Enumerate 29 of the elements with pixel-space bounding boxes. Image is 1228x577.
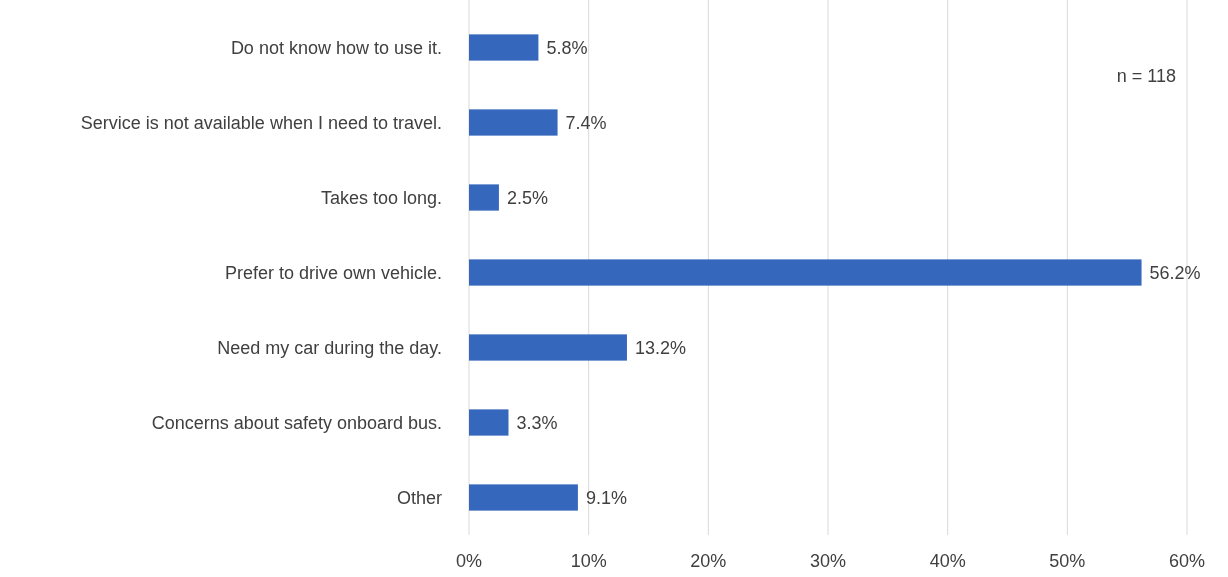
y-tick-label: Prefer to drive own vehicle.	[224, 262, 442, 283]
annotation: n = 118	[1116, 66, 1176, 86]
y-tick-label: Takes too long.	[320, 187, 442, 208]
data-label: 56.2%	[1149, 262, 1201, 283]
y-tick-label: Concerns about safety onboard bus.	[151, 412, 442, 433]
y-tick-label: Service is not available when I need to travel.	[80, 112, 442, 133]
bar	[469, 109, 558, 136]
y-tick-label: Do not know how to use it.	[230, 37, 442, 58]
bar	[469, 334, 627, 361]
x-tick-label: 30%	[809, 551, 847, 571]
bar	[469, 484, 578, 511]
data-label: 7.4%	[565, 112, 607, 133]
bar	[469, 259, 1142, 286]
x-tick-label: 20%	[690, 551, 727, 571]
bar	[469, 184, 499, 211]
x-tick-label: 40%	[929, 551, 966, 571]
data-label: 9.1%	[585, 487, 627, 508]
data-label: 13.2%	[634, 337, 687, 358]
data-label: 2.5%	[506, 187, 548, 208]
y-tick-label: Other	[396, 487, 442, 508]
x-tick-label: 10%	[570, 551, 607, 571]
data-label: 3.3%	[516, 412, 558, 433]
data-label: 5.8%	[546, 37, 588, 58]
y-tick-label: Need my car during the day.	[217, 337, 442, 358]
bar	[469, 34, 539, 61]
bar	[469, 409, 509, 436]
x-tick-label: 60%	[1168, 551, 1206, 571]
x-tick-label: 50%	[1049, 551, 1086, 571]
x-tick-label: 0%	[455, 551, 483, 571]
